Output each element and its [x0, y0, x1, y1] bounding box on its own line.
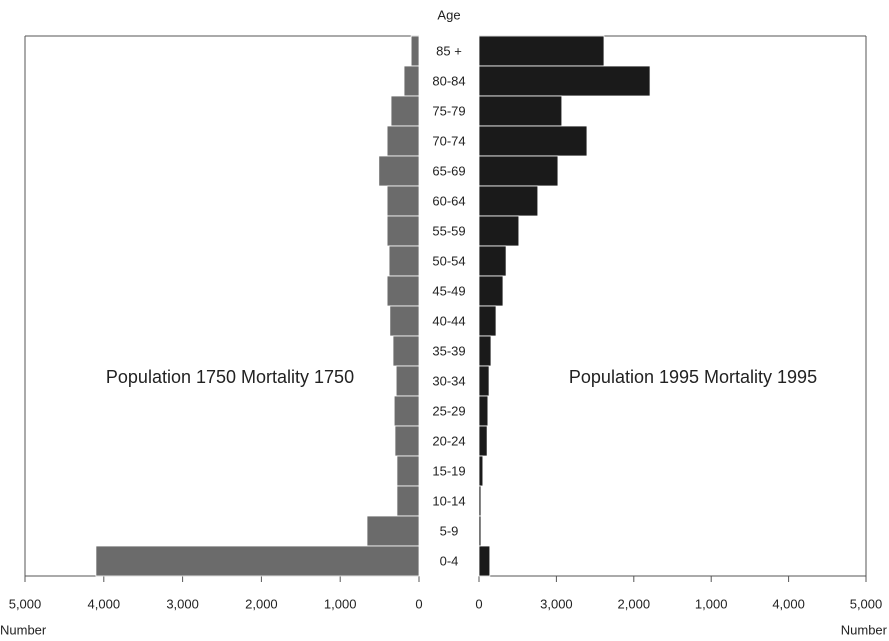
bar: [403, 65, 420, 97]
y-tick-label: 85 +: [436, 43, 462, 58]
y-tick-label: 35-39: [432, 343, 465, 358]
bar: [478, 155, 559, 187]
bar: [478, 335, 492, 367]
bar: [389, 305, 420, 337]
bar: [478, 215, 520, 247]
x-tick-label: 0: [415, 596, 422, 611]
x-tick-label: 1,000: [324, 596, 357, 611]
y-tick-label: 40-44: [432, 313, 465, 328]
bar: [378, 155, 420, 187]
bar: [386, 215, 420, 247]
bar: [386, 275, 420, 307]
series-label: Population 1995 Mortality 1995: [569, 367, 817, 387]
bar: [393, 395, 420, 427]
series-label: Population 1750 Mortality 1750: [106, 367, 354, 387]
bar: [478, 305, 497, 337]
bar: [478, 365, 490, 397]
bar: [394, 425, 420, 457]
x-tick-label: 2,000: [618, 596, 651, 611]
x-axis-label: Number: [0, 622, 47, 637]
bar: [410, 35, 420, 67]
bar: [478, 125, 588, 157]
bar: [478, 245, 507, 277]
y-tick-label: 5-9: [440, 523, 459, 538]
bar: [478, 185, 539, 217]
y-tick-label: 75-79: [432, 103, 465, 118]
y-tick-label: 25-29: [432, 403, 465, 418]
y-tick-label: 30-34: [432, 373, 465, 388]
bar: [386, 185, 420, 217]
bar: [478, 95, 563, 127]
x-tick-label: 4,000: [88, 596, 121, 611]
x-tick-label: 5,000: [850, 596, 883, 611]
bar: [396, 485, 420, 517]
y-tick-label: 60-64: [432, 193, 465, 208]
bar: [478, 515, 482, 547]
bar: [386, 125, 420, 157]
y-tick-label: 15-19: [432, 463, 465, 478]
x-tick-label: 3,000: [166, 596, 199, 611]
y-tick-label: 20-24: [432, 433, 465, 448]
x-tick-label: 0: [475, 596, 482, 611]
x-tick-label: 3,000: [540, 596, 573, 611]
y-tick-label: 0-4: [440, 553, 459, 568]
bar: [478, 65, 651, 97]
x-axis-label: Number: [841, 622, 888, 637]
bar: [478, 545, 491, 577]
bar: [478, 455, 484, 487]
x-tick-label: 4,000: [772, 596, 805, 611]
bar: [390, 95, 420, 127]
x-tick-label: 2,000: [245, 596, 278, 611]
y-tick-label: 65-69: [432, 163, 465, 178]
bar: [478, 275, 504, 307]
y-tick-label: 80-84: [432, 73, 465, 88]
x-tick-label: 1,000: [695, 596, 728, 611]
bar: [395, 365, 420, 397]
bar: [396, 455, 420, 487]
bar: [388, 245, 420, 277]
bar: [478, 35, 605, 67]
bar: [95, 545, 420, 577]
y-tick-label: 50-54: [432, 253, 465, 268]
bar: [366, 515, 420, 547]
y-tick-label: 55-59: [432, 223, 465, 238]
y-tick-label: 70-74: [432, 133, 465, 148]
chart-title: Age: [437, 7, 460, 22]
bar: [392, 335, 420, 367]
bar: [478, 485, 482, 517]
y-tick-label: 45-49: [432, 283, 465, 298]
x-tick-label: 5,000: [9, 596, 42, 611]
bar: [478, 425, 488, 457]
bar: [478, 395, 489, 427]
y-tick-label: 10-14: [432, 493, 465, 508]
